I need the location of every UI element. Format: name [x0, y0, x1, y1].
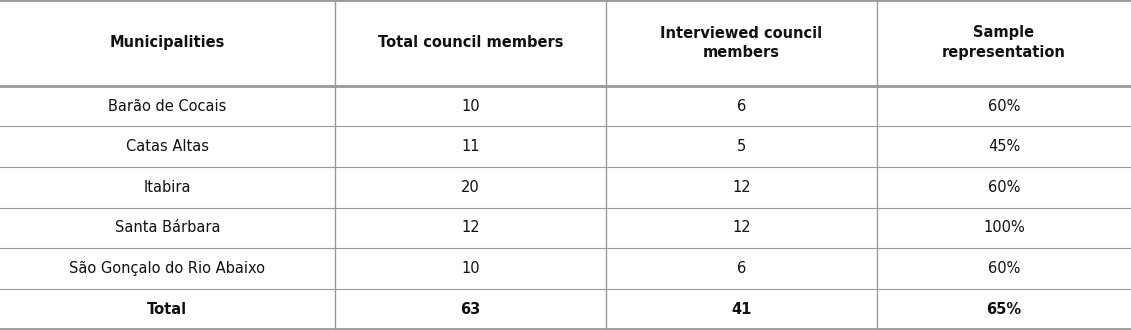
Text: 41: 41 — [732, 302, 752, 316]
Text: 12: 12 — [461, 220, 480, 235]
Text: 12: 12 — [732, 220, 751, 235]
Text: 11: 11 — [461, 139, 480, 154]
Text: 63: 63 — [460, 302, 481, 316]
Text: Barão de Cocais: Barão de Cocais — [109, 99, 226, 114]
Text: 45%: 45% — [987, 139, 1020, 154]
Text: Municipalities: Municipalities — [110, 35, 225, 50]
Text: 6: 6 — [737, 99, 746, 114]
Text: Itabira: Itabira — [144, 180, 191, 195]
Text: 6: 6 — [737, 261, 746, 276]
Text: Sample
representation: Sample representation — [942, 25, 1067, 60]
Text: São Gonçalo do Rio Abaixo: São Gonçalo do Rio Abaixo — [69, 261, 266, 276]
Text: Catas Altas: Catas Altas — [126, 139, 209, 154]
Text: 5: 5 — [737, 139, 746, 154]
Text: 12: 12 — [732, 180, 751, 195]
Text: 20: 20 — [461, 180, 480, 195]
Text: 10: 10 — [461, 261, 480, 276]
Text: 60%: 60% — [987, 180, 1020, 195]
Text: Santa Bárbara: Santa Bárbara — [114, 220, 221, 235]
Text: 60%: 60% — [987, 261, 1020, 276]
Text: Total council members: Total council members — [378, 35, 563, 50]
Text: 100%: 100% — [983, 220, 1025, 235]
Text: Total: Total — [147, 302, 188, 316]
Text: 10: 10 — [461, 99, 480, 114]
Text: 65%: 65% — [986, 302, 1021, 316]
Text: 60%: 60% — [987, 99, 1020, 114]
Text: Interviewed council
members: Interviewed council members — [661, 25, 822, 60]
